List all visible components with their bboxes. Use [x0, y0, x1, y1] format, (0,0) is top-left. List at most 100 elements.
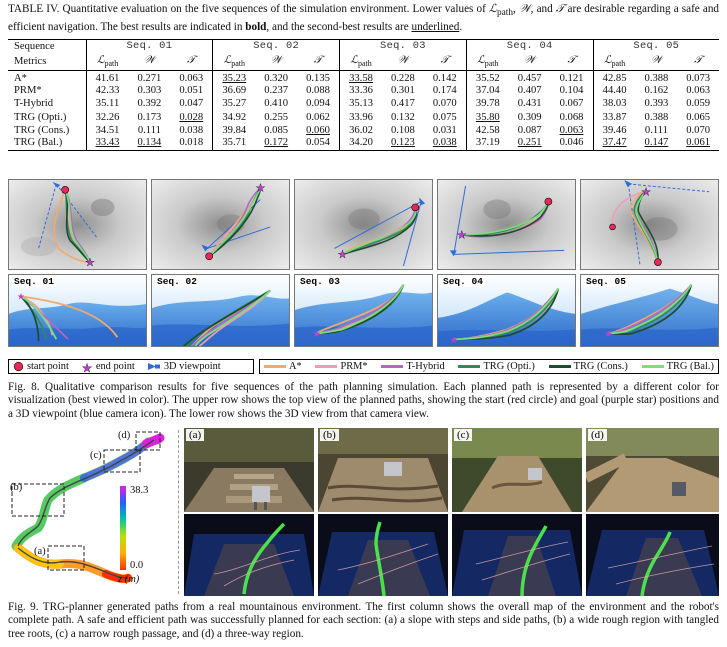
table-cell: 33.87 [592, 110, 636, 124]
table-cell: 35.13 [339, 97, 383, 111]
photo-c-tag: (c) [454, 429, 473, 441]
svg-text:★: ★ [17, 291, 25, 301]
table-cell: 0.065 [686, 111, 711, 123]
3d-view-seq-05-svg: ★ [581, 275, 718, 346]
svg-text:★: ★ [604, 329, 613, 340]
table-cell: 0.228 [390, 73, 415, 85]
table-cell: 0.038 [179, 124, 204, 136]
table-cell: 0.060 [306, 124, 330, 136]
legend-method-label: T-Hybrid [406, 361, 445, 372]
overview-label-d: (d) [118, 430, 131, 441]
table-cell: 39.78 [465, 97, 509, 111]
photo-b-tag: (b) [320, 429, 339, 441]
figure-9-caption: Fig. 9. TRG-planner generated paths from… [8, 601, 719, 640]
seq-header-04: Seq. 04 [465, 38, 594, 53]
metrics-header-row: Metrics ℒpath 𝒲 𝒯 ℒpath 𝒲 𝒯 ℒpath 𝒲 𝒯 ℒpath 𝒲 𝒯 ℒpat… [8, 52, 719, 72]
top-view-seq-03: ★ [294, 179, 433, 270]
table-cell: 0.388 [644, 73, 669, 85]
table-row: TRG (Bal.) 33.43 0.134 0.018 35.71 0.172 0.054… [8, 136, 719, 151]
3d-view-seq-01-svg: ★ [9, 275, 146, 346]
table-cell: 0.087 [517, 124, 542, 136]
table-cell: 44.40 [592, 84, 636, 98]
table-cell: 0.410 [264, 98, 289, 110]
pointcloud-d-svg [586, 514, 719, 596]
table-cell: 0.059 [686, 98, 711, 110]
legend-method-label: TRG (Cons.) [573, 361, 628, 372]
table-cell: 0.075 [432, 111, 457, 123]
top-view-seq-02-svg: ★ [152, 180, 289, 269]
photo-b: (b) [318, 428, 448, 512]
start-point-icon [13, 361, 24, 372]
table-cell: 0.018 [170, 136, 213, 151]
figure-9: (a) (b) (c) (d) 38.3 0.0 z (m) (a) [8, 428, 719, 596]
table-cell: 0.407 [517, 85, 542, 97]
table-cell: 33.96 [339, 110, 383, 124]
table-cell: 0.121 [559, 73, 584, 85]
table-cell: 0.111 [137, 124, 161, 136]
pointcloud-a-svg [184, 514, 314, 596]
overview-label-c: (c) [90, 450, 102, 461]
table-cell: 42.58 [465, 123, 509, 137]
seq-header-01: Seq. 01 [85, 38, 213, 53]
table-cell: 0.251 [508, 136, 551, 151]
table-cell: 0.031 [432, 124, 457, 136]
table-cell: 34.51 [85, 123, 129, 137]
table-cell: 0.054 [296, 136, 340, 151]
metric-header-s3-0: ℒpath [339, 52, 383, 72]
legend-end-label: end point [95, 361, 135, 372]
sequence-header-row: Sequence Seq. 01 Seq. 02 Seq. 03 Seq. 04… [8, 38, 719, 53]
table-cell: 0.028 [179, 111, 204, 123]
table-cell: 0.237 [264, 85, 289, 97]
method-name: A* [14, 73, 27, 85]
table-cell: 0.457 [517, 73, 542, 85]
table-row: TRG (Cons.) 34.51 0.111 0.038 39.84 0.085 0.06… [8, 123, 719, 137]
svg-text:★: ★ [641, 187, 651, 199]
top-view-seq-04: ★ [437, 179, 576, 270]
table-cell: 0.046 [550, 136, 594, 151]
table-cell: 0.047 [179, 98, 204, 110]
legend-viewpoint: 3D viewpoint [147, 361, 221, 372]
table-cell: 36.69 [212, 84, 256, 98]
table-cell: 0.088 [306, 85, 330, 97]
seq-header-05: Seq. 05 [592, 38, 719, 53]
svg-text:★: ★ [81, 361, 92, 373]
top-view-seq-01: ★ [8, 179, 147, 270]
svg-text:★: ★ [256, 183, 266, 195]
top-view-seq-03-svg: ★ [295, 180, 432, 269]
legend-method-3: TRG (Opti.) [458, 361, 535, 372]
legend-method-1: PRM* [315, 361, 368, 372]
table-cell: 0.417 [390, 98, 415, 110]
metrics-header: Metrics [8, 52, 86, 72]
seq-tag-03: Seq. 03 [298, 276, 342, 287]
photo-b-svg [318, 428, 448, 512]
legend-swatch [264, 365, 286, 368]
table-cell: 39.46 [592, 123, 636, 137]
legend-method-label: TRG (Opti.) [483, 361, 535, 372]
legend-swatch [381, 365, 404, 368]
legend-swatch [458, 365, 481, 368]
metric-header-s4-0: ℒpath [465, 52, 509, 72]
table-cell: 33.43 [85, 136, 129, 151]
colorbar-unit: z (m) [118, 574, 140, 585]
table-cell: 0.070 [432, 98, 457, 110]
table-cell: 0.147 [635, 136, 678, 151]
svg-text:★: ★ [312, 329, 321, 340]
table-cell: 41.61 [85, 70, 129, 85]
metric-header-s1-1: 𝒲 [128, 52, 171, 72]
table-cell: 38.03 [592, 97, 636, 111]
table-cell: 0.073 [686, 73, 711, 85]
table-cell: 35.11 [85, 97, 129, 111]
figure-8: ★ ★ [8, 179, 719, 347]
table-cell: 0.309 [517, 111, 542, 123]
legend-start-label: start point [27, 361, 69, 372]
legend-swatch [548, 365, 571, 368]
table-cell: 35.23 [212, 70, 256, 85]
sequence-header: Sequence [8, 38, 86, 53]
seq-tag-02: Seq. 02 [155, 276, 199, 287]
table-cell: 0.320 [264, 73, 289, 85]
figure-8-legend: start point ★ end point 3D viewpoint A* P… [8, 359, 719, 375]
table-cell: 35.80 [465, 110, 509, 124]
photo-a-tag: (a) [186, 429, 205, 441]
table-cell: 0.085 [264, 124, 289, 136]
pointcloud-b-svg [318, 514, 448, 596]
